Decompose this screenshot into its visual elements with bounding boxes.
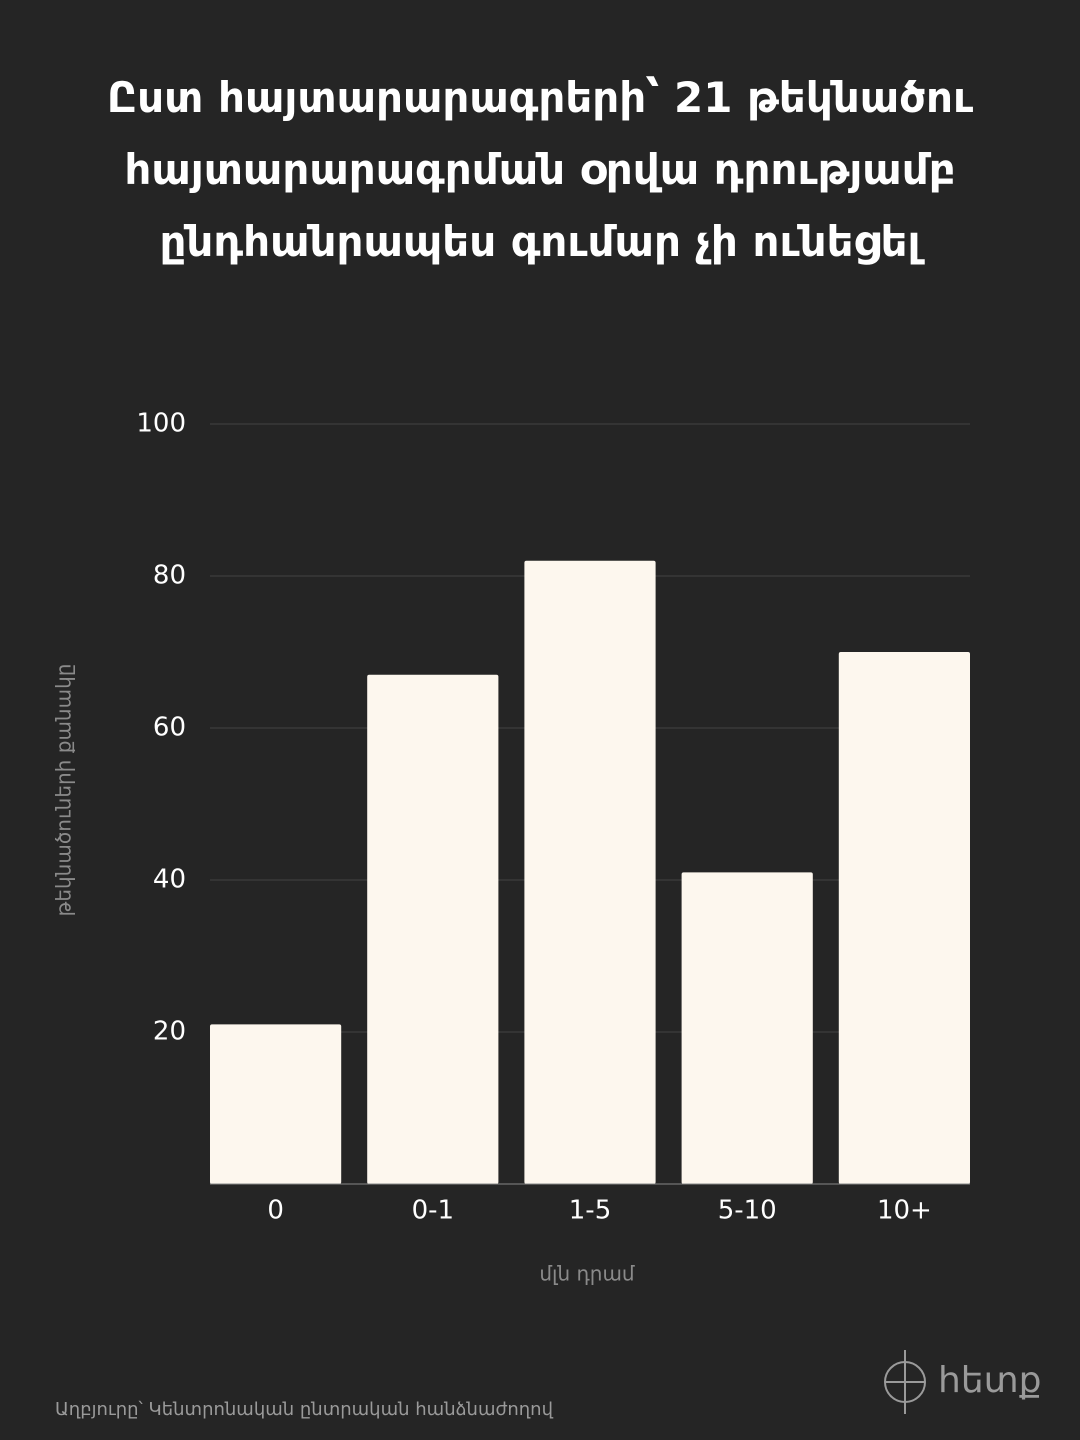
x-tick-label: 0-1 <box>412 1196 454 1226</box>
y-tick-label: 100 <box>136 409 186 439</box>
chart-title: Ըստ հայտարարագրերի՝ 21 թեկնածու հայտարար… <box>106 73 974 266</box>
bar <box>367 674 499 1184</box>
y-axis-label: թեկնածուների քանակը <box>52 664 76 917</box>
x-tick-label: 5-10 <box>718 1196 777 1226</box>
x-axis-label: մլն դրամ <box>539 1262 635 1286</box>
logo <box>884 1350 926 1414</box>
bar <box>838 652 970 1184</box>
logo-text: հետք <box>938 1360 1042 1401</box>
x-tick-label: 0 <box>267 1196 284 1226</box>
bar <box>681 872 813 1184</box>
source: Աղբյուրը՝ Կենտրոնական ընտրական հանձնաժող… <box>55 1399 554 1420</box>
y-tick-label: 20 <box>153 1017 186 1047</box>
bar <box>210 1024 342 1184</box>
bar <box>524 560 656 1184</box>
y-tick-label: 40 <box>153 865 186 895</box>
y-tick-label: 60 <box>153 713 186 743</box>
x-tick-label: 1-5 <box>569 1196 611 1226</box>
x-tick-label: 10+ <box>877 1196 932 1226</box>
y-tick-label: 80 <box>153 561 186 591</box>
